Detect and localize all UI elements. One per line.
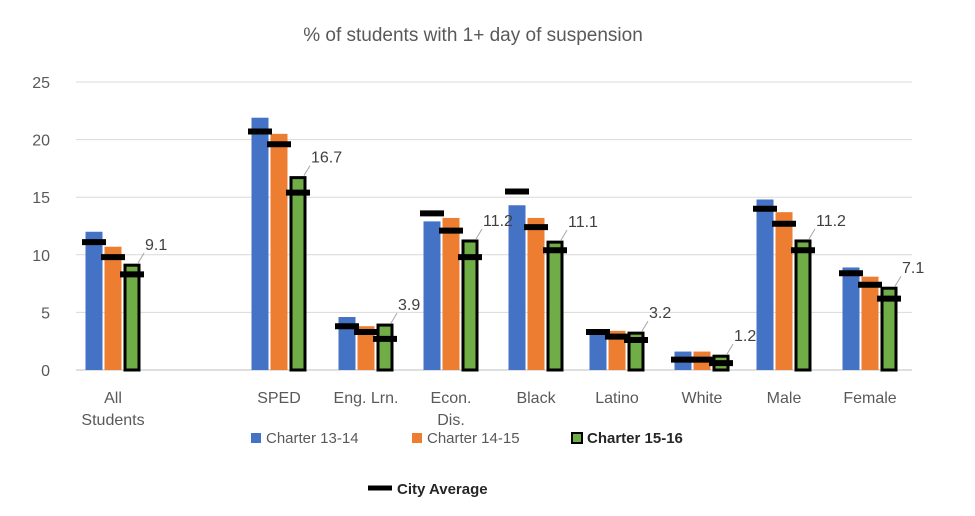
category-label: Students (81, 412, 144, 429)
bar-2 (357, 326, 375, 370)
legend-swatch (571, 432, 583, 444)
data-label-leader (560, 229, 568, 241)
bar-2 (527, 217, 545, 370)
data-label: 11.1 (568, 214, 598, 231)
category-label: Econ. (431, 390, 472, 407)
legend-label: City Average (397, 481, 488, 498)
y-tick-label: 20 (32, 133, 50, 150)
category-label: All (104, 390, 122, 407)
bar-3 (123, 263, 141, 372)
bar-2 (608, 330, 626, 370)
data-label-leader (475, 228, 483, 240)
y-tick-label: 10 (32, 248, 50, 265)
category-label: White (682, 390, 723, 407)
chart-title: % of students with 1+ day of suspension (303, 25, 643, 46)
data-label: 3.9 (398, 297, 420, 314)
bar-1 (251, 117, 269, 370)
data-label: 11.2 (816, 213, 846, 230)
bar-2 (270, 133, 288, 370)
data-label: 7.1 (902, 260, 924, 277)
legend-swatch (412, 433, 422, 443)
bar-1 (842, 267, 860, 370)
y-tick-label: 25 (32, 75, 50, 92)
legend-label: Charter 14-15 (427, 430, 520, 447)
bar-2 (442, 217, 460, 370)
y-tick-label: 0 (41, 363, 50, 380)
data-label: 1.2 (734, 328, 756, 345)
data-label: 11.2 (483, 213, 513, 230)
bar-1 (85, 231, 103, 370)
legend: Charter 13-14 Charter 14-15 Charter 15-16 C… (251, 430, 683, 498)
bar-2 (104, 246, 122, 370)
city-average-marks (82, 128, 901, 367)
category-label: Latino (595, 390, 639, 407)
legend-label: Charter 15-16 (587, 430, 683, 447)
bar-3 (546, 240, 564, 372)
bar-2 (775, 212, 793, 370)
y-axis: 0 5 10 15 20 25 (32, 75, 50, 380)
bar-1 (589, 330, 607, 370)
legend-label: Charter 13-14 (266, 430, 359, 447)
data-label-leader (137, 252, 145, 264)
category-label: SPED (257, 390, 301, 407)
data-label-leader (726, 343, 734, 355)
legend-swatch (251, 433, 261, 443)
bar-3 (880, 286, 898, 372)
bar-3 (376, 323, 394, 372)
y-tick-label: 5 (41, 305, 50, 322)
bar-1 (338, 317, 356, 370)
bar-2 (861, 276, 879, 370)
bar-3 (794, 239, 812, 372)
data-label-leader (808, 228, 816, 240)
y-tick-label: 15 (32, 190, 50, 207)
data-label: 16.7 (311, 150, 342, 167)
bar-3 (289, 176, 307, 372)
data-label-leader (894, 275, 902, 287)
category-label: Dis. (437, 412, 465, 429)
data-label-leader (641, 320, 649, 332)
data-label-leader (390, 312, 398, 324)
category-label: Female (843, 390, 896, 407)
data-label: 3.2 (649, 305, 671, 322)
data-labels: 9.1 16.7 3.9 11.2 11.1 3.2 1.2 11.2 7.1 (137, 150, 924, 355)
bar-1 (508, 205, 526, 370)
data-label: 9.1 (145, 237, 167, 254)
data-label-leader (303, 165, 311, 176)
x-axis: All Students SPED Eng. Lrn. Econ. Dis. Black La… (81, 390, 896, 429)
category-label: Black (516, 390, 556, 407)
bar-1 (423, 221, 441, 370)
bar-3 (461, 239, 479, 372)
category-label: Eng. Lrn. (334, 390, 399, 407)
bar-1 (756, 199, 774, 370)
bars (85, 117, 898, 372)
category-label: Male (767, 390, 802, 407)
